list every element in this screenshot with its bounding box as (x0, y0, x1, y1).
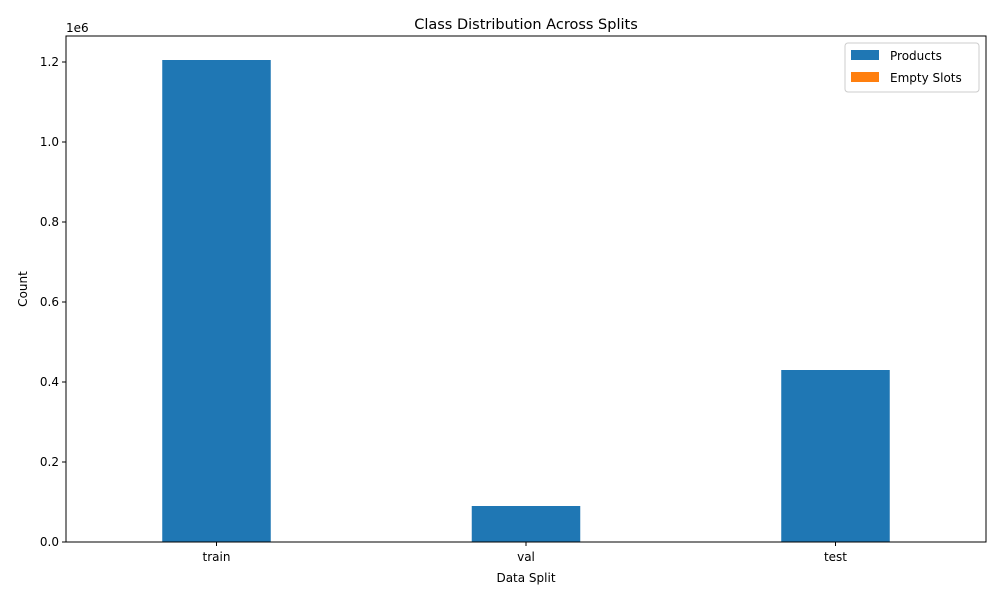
x-tick-label-train: train (203, 550, 231, 564)
chart-title: Class Distribution Across Splits (414, 17, 638, 33)
y-offset-label: 1e6 (66, 21, 89, 35)
y-tick-label: 0.0 (40, 535, 59, 549)
legend-swatch-products (851, 50, 879, 60)
x-tick-label-test: test (824, 550, 847, 564)
x-axis-label: Data Split (496, 571, 555, 585)
y-tick-label: 1.2 (40, 55, 59, 69)
bar-products-train (162, 60, 271, 542)
y-tick-label: 0.6 (40, 295, 59, 309)
x-axis-ticks: train val test (203, 542, 847, 564)
y-axis-ticks: 0.0 0.2 0.4 0.6 0.8 1.0 1.2 (40, 55, 66, 549)
bars-group (162, 60, 890, 542)
y-tick-label: 0.4 (40, 375, 59, 389)
x-tick-label-val: val (517, 550, 535, 564)
y-axis-label: Count (16, 271, 30, 307)
legend-label-empty-slots: Empty Slots (890, 71, 962, 85)
y-tick-label: 1.0 (40, 135, 59, 149)
bar-products-val (471, 506, 581, 542)
bar-products-test (781, 370, 890, 542)
legend: Products Empty Slots (844, 42, 980, 93)
legend-label-products: Products (890, 49, 942, 63)
y-tick-label: 0.2 (40, 455, 59, 469)
y-tick-label: 0.8 (40, 215, 59, 229)
legend-swatch-empty-slots (851, 72, 879, 82)
plot-frame (65, 35, 987, 543)
